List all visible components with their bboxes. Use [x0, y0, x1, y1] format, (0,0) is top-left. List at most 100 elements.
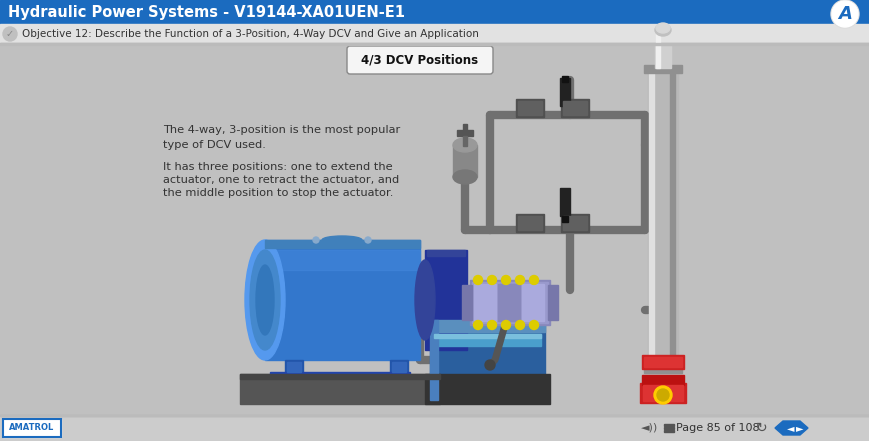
Bar [0, 43, 869, 45]
Ellipse shape [415, 260, 434, 340]
Text: actuator, one to retract the actuator, and: actuator, one to retract the actuator, a… [163, 175, 399, 185]
Text: Page 85 of 108: Page 85 of 108 [675, 423, 759, 433]
Ellipse shape [245, 240, 285, 360]
Bar [265, 250, 420, 270]
Bar [265, 240, 420, 360]
Bar [0, 44, 869, 415]
Text: ↻: ↻ [755, 421, 767, 435]
Bar [663, 424, 673, 426]
Bar [287, 362, 301, 372]
Bar [472, 282, 547, 323]
Text: type of DCV used.: type of DCV used. [163, 140, 266, 150]
Circle shape [487, 321, 496, 329]
Circle shape [3, 27, 17, 41]
Bar [654, 30, 670, 68]
Text: Objective 12: Describe the Function of a 3-Position, 4-Way DCV and Give an Appli: Objective 12: Describe the Function of a… [22, 29, 478, 39]
Ellipse shape [249, 250, 280, 350]
Bar [462, 136, 467, 146]
Bar [429, 320, 544, 332]
Bar [642, 385, 682, 401]
Bar [517, 216, 541, 230]
Circle shape [830, 0, 858, 28]
Bar [461, 285, 472, 320]
Circle shape [529, 321, 538, 329]
Bar [474, 284, 495, 321]
Circle shape [473, 321, 482, 329]
Bar [562, 101, 587, 115]
Ellipse shape [453, 170, 476, 184]
Bar [655, 30, 660, 68]
Ellipse shape [453, 138, 476, 152]
Bar [648, 68, 653, 368]
Bar [462, 124, 467, 136]
Bar [640, 383, 686, 403]
Bar [643, 357, 681, 367]
Circle shape [501, 321, 510, 329]
Text: ◄)): ◄)) [640, 423, 658, 433]
Text: It has three positions: one to extend the: It has three positions: one to extend th… [163, 162, 392, 172]
Circle shape [656, 389, 668, 401]
Bar [429, 320, 437, 400]
Bar [285, 360, 302, 374]
Text: The 4-way, 3-position is the most popular: The 4-way, 3-position is the most popula… [163, 125, 400, 135]
Bar [425, 250, 467, 350]
Bar [269, 372, 409, 378]
Circle shape [653, 386, 671, 404]
Bar [479, 294, 484, 304]
Text: ✓: ✓ [6, 29, 14, 39]
Ellipse shape [255, 265, 274, 335]
Circle shape [529, 276, 538, 284]
Bar [643, 365, 681, 373]
Circle shape [515, 276, 524, 284]
Circle shape [484, 360, 494, 370]
Bar [643, 65, 681, 73]
Bar [560, 188, 569, 216]
Bar [547, 285, 557, 320]
Bar [240, 374, 440, 379]
Bar [392, 362, 406, 372]
Text: AMATROL: AMATROL [10, 423, 55, 433]
Text: ◄: ◄ [786, 423, 794, 433]
Ellipse shape [655, 23, 669, 33]
Bar [429, 320, 544, 400]
Text: the middle position to stop the actuator.: the middle position to stop the actuator… [163, 188, 393, 198]
Bar [560, 78, 569, 106]
Bar [0, 415, 869, 416]
Bar [561, 214, 588, 232]
Bar [515, 214, 543, 232]
Bar [515, 99, 543, 117]
Bar [562, 216, 587, 230]
Bar [456, 130, 473, 136]
Bar [240, 374, 440, 404]
Bar [425, 374, 549, 404]
Bar [561, 216, 567, 222]
Bar [469, 280, 549, 325]
Bar [497, 284, 520, 321]
Bar [641, 375, 683, 385]
Bar [561, 99, 588, 117]
Text: ►: ► [795, 423, 803, 433]
FancyBboxPatch shape [347, 46, 493, 74]
Bar [663, 427, 673, 429]
Bar [0, 415, 869, 441]
Bar [434, 334, 541, 346]
Bar [641, 355, 683, 369]
Text: A: A [837, 5, 851, 23]
Circle shape [501, 276, 510, 284]
Bar [669, 68, 674, 368]
Circle shape [473, 276, 482, 284]
Bar [517, 101, 541, 115]
Ellipse shape [654, 24, 670, 36]
Circle shape [487, 276, 496, 284]
Bar [427, 250, 464, 256]
Bar [647, 68, 677, 368]
Circle shape [515, 321, 524, 329]
Bar [663, 430, 673, 432]
Ellipse shape [322, 240, 362, 360]
Bar [265, 240, 420, 248]
Bar [3, 419, 61, 437]
Ellipse shape [322, 236, 362, 244]
Bar [0, 24, 869, 44]
Bar [467, 290, 479, 308]
Circle shape [313, 237, 319, 243]
